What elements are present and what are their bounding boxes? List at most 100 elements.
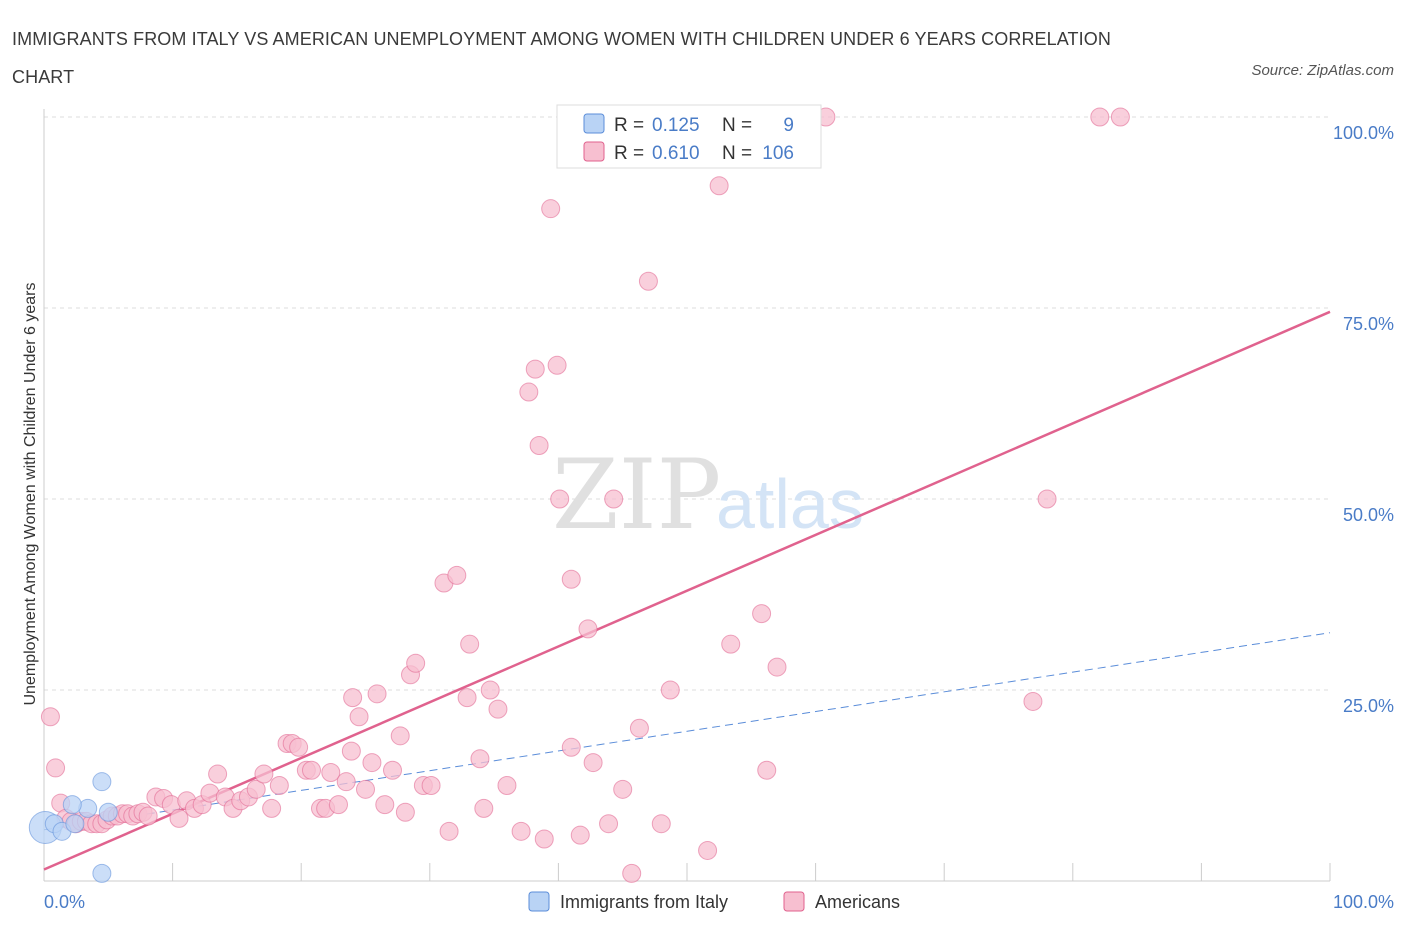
point-1-74 <box>529 436 549 456</box>
trend-line-0 <box>43 632 1331 831</box>
point-1-91 <box>660 680 680 700</box>
x-tick-label-0: 0.0% <box>44 892 85 912</box>
point-1-77 <box>547 355 567 375</box>
point-1-95 <box>752 604 772 624</box>
series-legend: Immigrants from Italy Americans <box>528 891 900 912</box>
point-1-19 <box>138 806 158 826</box>
point-1-100 <box>1037 489 1057 509</box>
x-tick-labels: 0.0% 100.0% <box>44 892 1394 912</box>
point-1-46 <box>336 772 356 792</box>
chart-title: IMMIGRANTS FROM ITALY VS AMERICAN UNEMPL… <box>12 29 1111 87</box>
point-1-65 <box>460 634 480 654</box>
y-tick-label-0: 25.0% <box>1343 696 1394 716</box>
point-1-101 <box>1090 107 1110 127</box>
data-points <box>28 107 1130 883</box>
legend-n-value-italy: 9 <box>783 115 794 136</box>
point-1-35 <box>262 798 282 818</box>
point-1-102 <box>1110 107 1130 127</box>
point-1-86 <box>613 779 633 799</box>
point-1-82 <box>578 619 598 639</box>
point-1-68 <box>480 680 500 700</box>
point-0-7 <box>98 802 118 822</box>
watermark: ZIP atlas <box>552 439 864 551</box>
stats-legend: R = 0.125 N = 9 R = 0.610 N = 106 <box>556 104 822 169</box>
point-1-67 <box>474 798 494 818</box>
point-1-85 <box>604 489 624 509</box>
legend-r-label-italy: R = <box>614 115 644 136</box>
point-1-66 <box>470 749 490 769</box>
point-1-39 <box>289 737 309 757</box>
point-1-76 <box>541 199 561 219</box>
legend-r-value-italy: 0.125 <box>652 115 700 136</box>
point-1-47 <box>341 741 361 761</box>
point-1-0 <box>40 707 60 727</box>
point-1-60 <box>421 776 441 795</box>
point-1-52 <box>367 684 387 704</box>
series-legend-swatch-italy <box>528 891 550 912</box>
legend-r-value-americans: 0.610 <box>652 143 700 164</box>
trend-line-1 <box>43 310 1331 871</box>
series-legend-label-americans: Americans <box>815 892 900 912</box>
y-tick-label-3: 100.0% <box>1333 123 1394 143</box>
point-1-96 <box>757 760 777 780</box>
point-1-41 <box>301 760 321 780</box>
watermark-zip: ZIP <box>552 439 721 551</box>
point-1-83 <box>583 753 603 773</box>
point-1-48 <box>343 688 363 708</box>
point-1-72 <box>519 382 539 402</box>
point-1-88 <box>629 718 649 738</box>
point-1-63 <box>447 565 467 585</box>
point-1-75 <box>534 829 554 849</box>
point-1-23 <box>169 808 189 828</box>
legend-swatch-italy <box>583 113 605 134</box>
point-1-78 <box>550 489 570 509</box>
point-1-90 <box>651 814 671 834</box>
axes <box>43 109 1331 882</box>
point-1-80 <box>561 569 581 589</box>
chart-source: Source: ZipAtlas.com <box>1251 62 1394 79</box>
point-1-71 <box>511 821 531 841</box>
point-1-28 <box>208 764 228 784</box>
y-tick-labels: 25.0% 50.0% 75.0% 100.0% <box>1333 123 1394 716</box>
gridlines <box>44 116 1330 691</box>
point-0-8 <box>62 795 82 815</box>
point-0-6 <box>92 863 112 883</box>
point-1-34 <box>254 764 274 784</box>
point-1-44 <box>321 763 341 783</box>
y-tick-label-2: 75.0% <box>1343 314 1394 334</box>
point-1-89 <box>638 271 658 291</box>
point-1-53 <box>375 795 395 815</box>
point-1-56 <box>395 802 415 822</box>
trend-lines <box>43 310 1331 871</box>
point-0-4 <box>92 772 112 792</box>
point-1-92 <box>698 840 718 860</box>
point-1-51 <box>362 753 382 773</box>
point-1-54 <box>383 760 403 780</box>
legend-n-value-americans: 106 <box>762 143 794 164</box>
point-1-49 <box>349 707 369 727</box>
x-tick-label-1: 100.0% <box>1333 892 1394 912</box>
point-1-69 <box>488 699 508 719</box>
point-1-58 <box>406 653 426 673</box>
point-1-81 <box>570 825 590 845</box>
point-1-62 <box>439 821 459 841</box>
legend-r-label-americans: R = <box>614 143 644 164</box>
point-1-36 <box>269 776 289 795</box>
point-1-73 <box>525 359 545 379</box>
series-legend-swatch-americans <box>783 891 805 912</box>
legend-n-label-americans: N = <box>722 143 752 164</box>
point-1-99 <box>1023 691 1043 711</box>
point-1-70 <box>497 776 517 795</box>
point-1-94 <box>721 634 741 654</box>
point-1-1 <box>46 758 66 778</box>
watermark-atlas: atlas <box>716 465 864 543</box>
point-1-79 <box>561 737 581 757</box>
point-1-45 <box>328 795 348 815</box>
point-1-33 <box>246 779 266 799</box>
point-1-87 <box>622 863 642 883</box>
point-0-3 <box>65 814 85 834</box>
point-1-93 <box>709 176 729 196</box>
point-1-55 <box>390 726 410 746</box>
y-tick-label-1: 50.0% <box>1343 505 1394 525</box>
